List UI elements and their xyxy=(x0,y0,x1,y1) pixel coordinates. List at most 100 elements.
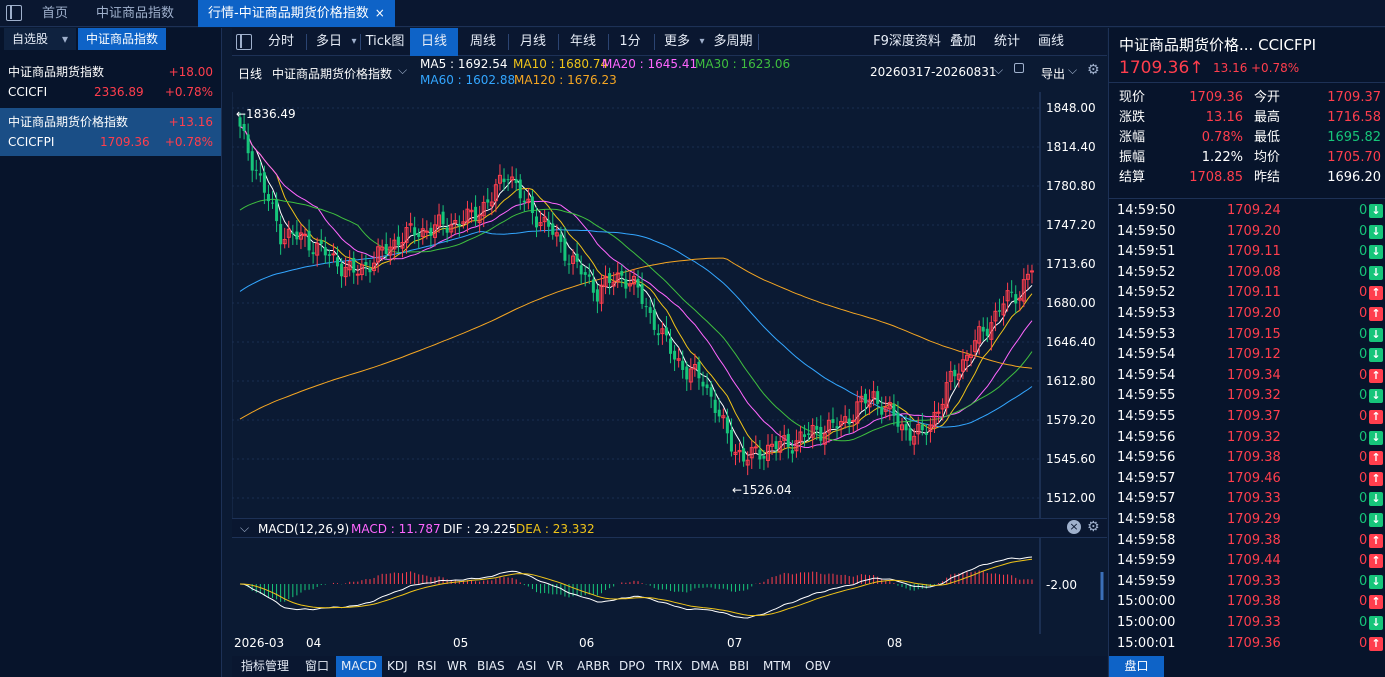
button-statistics[interactable]: 统计 xyxy=(993,34,1020,49)
arrow-down-icon: ↓ xyxy=(1369,574,1383,589)
button-overlay[interactable]: 叠加 xyxy=(949,34,976,49)
candle xyxy=(497,164,502,191)
quote-value: 1696.20 xyxy=(1327,170,1381,185)
button-more[interactable]: 更多 xyxy=(663,34,690,49)
tick-volume: 0 xyxy=(1359,615,1368,630)
button-yearly[interactable]: 年线 xyxy=(569,34,596,49)
tick-price: 1709.20 xyxy=(1227,306,1281,321)
tick-row: 14:59:59 1709.44 0 ↑ xyxy=(1117,551,1385,571)
tab-indicator-8[interactable]: VR xyxy=(547,659,564,673)
chevron-down-icon[interactable]: ▾ xyxy=(351,36,357,47)
candle xyxy=(340,257,344,288)
button-tick[interactable]: Tick图 xyxy=(365,34,405,49)
macd-header: ⌵ MACD(12,26,9) MACD : 11.787 DIF : 29.2… xyxy=(232,518,1107,538)
tab-indicator-0[interactable]: 指标管理 xyxy=(241,659,290,673)
macd-title[interactable]: MACD(12,26,9) xyxy=(258,522,350,536)
item-code: CCICFPI xyxy=(8,135,55,149)
quote-label: 均价 xyxy=(1254,150,1281,165)
tab-indicator-4[interactable]: RSI xyxy=(417,659,437,673)
y-tick-label: 1646.40 xyxy=(1046,335,1096,349)
candle xyxy=(489,192,494,216)
date-range[interactable]: 20260317-20260831 xyxy=(870,65,997,79)
tab-indicator-12[interactable]: DMA xyxy=(691,659,719,673)
tab-commodity-index[interactable]: 中证商品指数 xyxy=(78,28,167,50)
quote-row: 结算 1708.85 昨结 1696.20 xyxy=(1119,168,1381,188)
button-multiday[interactable]: 多日 xyxy=(315,34,342,49)
x-tick-label: 05 xyxy=(453,636,469,650)
tab-indicator-5[interactable]: WR xyxy=(447,659,468,673)
instrument-name[interactable]: 中证商品期货价格指数 xyxy=(272,67,393,81)
tab-indicator-1[interactable]: 窗口 xyxy=(305,659,330,673)
button-drawing[interactable]: 画线 xyxy=(1037,34,1064,49)
tab-indicator-11[interactable]: TRIX xyxy=(655,659,683,673)
candle xyxy=(956,363,961,388)
panel-toggle-icon[interactable] xyxy=(236,34,252,50)
export-button[interactable]: 导出 xyxy=(1041,67,1066,81)
candle xyxy=(242,113,246,140)
candle xyxy=(790,440,794,463)
candle xyxy=(940,398,945,421)
low-marker: ←1526.04 xyxy=(732,483,792,497)
tick-row: 14:59:58 1709.38 0 ↑ xyxy=(1117,531,1385,551)
chevron-down-icon[interactable]: ⌵ xyxy=(994,63,1004,77)
tab-home[interactable]: 首页 xyxy=(42,6,69,21)
tab-indicator-6[interactable]: BIAS xyxy=(477,659,505,673)
dea-value: DEA : 23.332 xyxy=(516,522,595,536)
kline-chart[interactable]: 1848.00 1814.40 1780.80 1747.20 1713.60 1680.… xyxy=(231,92,1107,518)
candle xyxy=(640,272,644,309)
candle xyxy=(432,214,437,247)
list-item-selected[interactable]: 中证商品期货价格指数 +13.16 CCICFPI 1709.36 +0.78% xyxy=(0,108,221,156)
button-daily[interactable]: 日线 xyxy=(410,28,458,56)
tick-volume: 0 xyxy=(1359,285,1368,301)
tick-volume: 0 xyxy=(1359,553,1368,569)
tick-time: 14:59:50 xyxy=(1117,203,1176,218)
y-tick-label: 1848.00 xyxy=(1046,101,1096,115)
quote-label: 最低 xyxy=(1254,130,1281,145)
button-multi-period[interactable]: 多周期 xyxy=(713,34,753,49)
candle xyxy=(311,242,315,264)
candle xyxy=(396,225,400,252)
tab-indicator-10[interactable]: DPO xyxy=(619,659,645,673)
candle xyxy=(960,349,965,380)
tick-row: 14:59:58 1709.29 0 ↓ xyxy=(1117,510,1385,530)
dif-value: DIF : 29.225 xyxy=(443,522,517,536)
candle xyxy=(282,227,287,249)
tab-indicator-14[interactable]: MTM xyxy=(763,659,792,673)
button-weekly[interactable]: 周线 xyxy=(469,34,496,49)
button-monthly[interactable]: 月线 xyxy=(519,34,546,49)
candle xyxy=(384,232,388,260)
tab-indicator-15[interactable]: OBV xyxy=(805,659,831,673)
tab-indicator-13[interactable]: BBI xyxy=(729,659,750,673)
candle xyxy=(692,353,697,377)
tab-order-book[interactable]: 盘口 xyxy=(1109,656,1164,677)
chevron-down-icon[interactable]: ⌵ xyxy=(1068,63,1078,77)
tab-indicator-7[interactable]: ASI xyxy=(517,659,537,673)
candle xyxy=(810,418,815,449)
macd-chart[interactable]: -2.00 xyxy=(232,538,1107,634)
button-f9-profile[interactable]: F9深度资料 xyxy=(873,34,941,49)
tab-quote-ccicfpi[interactable]: 行情-中证商品期货价格指数 × xyxy=(198,0,395,27)
gear-icon[interactable]: ⚙ xyxy=(1087,519,1100,535)
tab-indicator-3[interactable]: KDJ xyxy=(387,659,408,673)
close-icon[interactable]: × xyxy=(374,6,385,20)
button-intraday[interactable]: 分时 xyxy=(267,34,294,49)
lock-icon[interactable] xyxy=(1014,63,1024,73)
candle xyxy=(1021,268,1026,308)
candle xyxy=(413,216,417,244)
close-icon[interactable]: × xyxy=(1067,520,1081,534)
tab-indicator-9[interactable]: ARBR xyxy=(577,659,611,673)
tab-commodity-index[interactable]: 中证商品指数 xyxy=(96,6,175,21)
tab-indicator-2[interactable]: MACD xyxy=(336,656,382,677)
chevron-down-icon[interactable]: ⌵ xyxy=(398,63,408,77)
button-1min[interactable]: 1分 xyxy=(619,34,641,49)
tick-volume: 0 xyxy=(1359,532,1368,548)
tab-watchlist[interactable]: 自选股 ▾ xyxy=(4,28,76,50)
candle xyxy=(709,380,713,409)
layout-toggle-icon[interactable] xyxy=(6,5,22,21)
candle xyxy=(688,358,693,391)
list-item[interactable]: 中证商品期货指数 +18.00 CCICFI 2336.89 +0.78% xyxy=(0,58,221,106)
gear-icon[interactable]: ⚙ xyxy=(1087,62,1100,78)
chevron-down-icon[interactable]: ▾ xyxy=(699,36,705,47)
chevron-down-icon[interactable]: ▾ xyxy=(61,32,68,46)
collapse-icon[interactable]: ⌵ xyxy=(240,521,250,535)
